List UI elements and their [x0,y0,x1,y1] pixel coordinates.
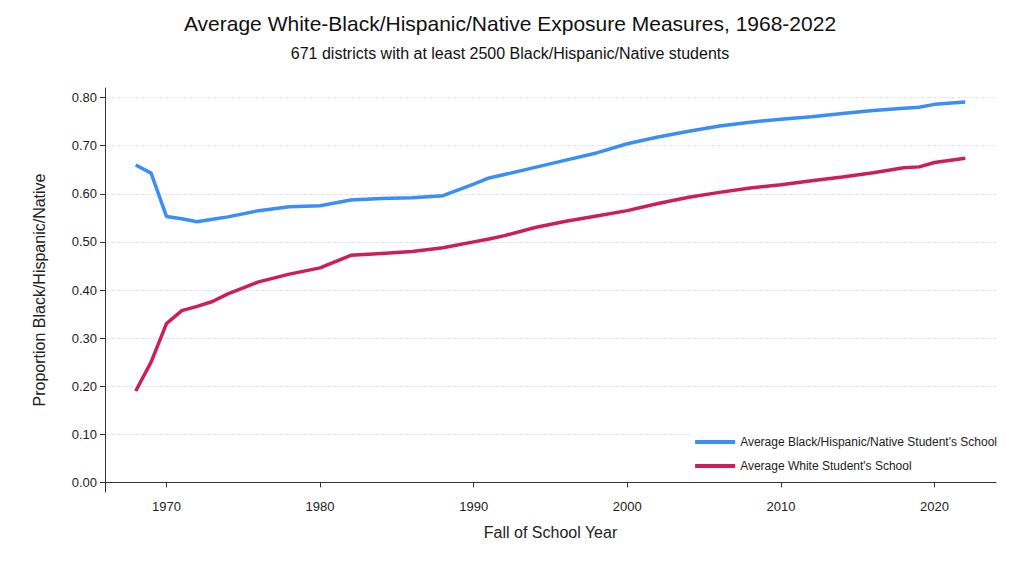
svg-text:Average White-Black/Hispanic/N: Average White-Black/Hispanic/Native Expo… [184,12,836,35]
svg-text:0.20: 0.20 [72,379,97,394]
svg-text:0.00: 0.00 [72,475,97,490]
svg-text:Fall of School Year: Fall of School Year [484,524,618,541]
svg-text:2010: 2010 [766,499,795,514]
svg-text:2020: 2020 [920,499,949,514]
svg-text:1980: 1980 [306,499,335,514]
svg-text:Average White Student's School: Average White Student's School [740,459,912,473]
svg-text:2000: 2000 [613,499,642,514]
svg-text:1990: 1990 [459,499,488,514]
svg-text:0.30: 0.30 [72,331,97,346]
svg-text:0.70: 0.70 [72,138,97,153]
svg-text:671 districts with at least 25: 671 districts with at least 2500 Black/H… [291,45,729,62]
svg-text:0.10: 0.10 [72,427,97,442]
svg-text:0.80: 0.80 [72,90,97,105]
svg-text:0.60: 0.60 [72,186,97,201]
svg-text:Average Black/Hispanic/Native: Average Black/Hispanic/Native Student's … [740,435,997,449]
svg-text:1970: 1970 [152,499,181,514]
svg-text:0.50: 0.50 [72,234,97,249]
svg-text:Proportion Black/Hispanic/Nati: Proportion Black/Hispanic/Native [31,173,48,406]
svg-text:0.40: 0.40 [72,283,97,298]
